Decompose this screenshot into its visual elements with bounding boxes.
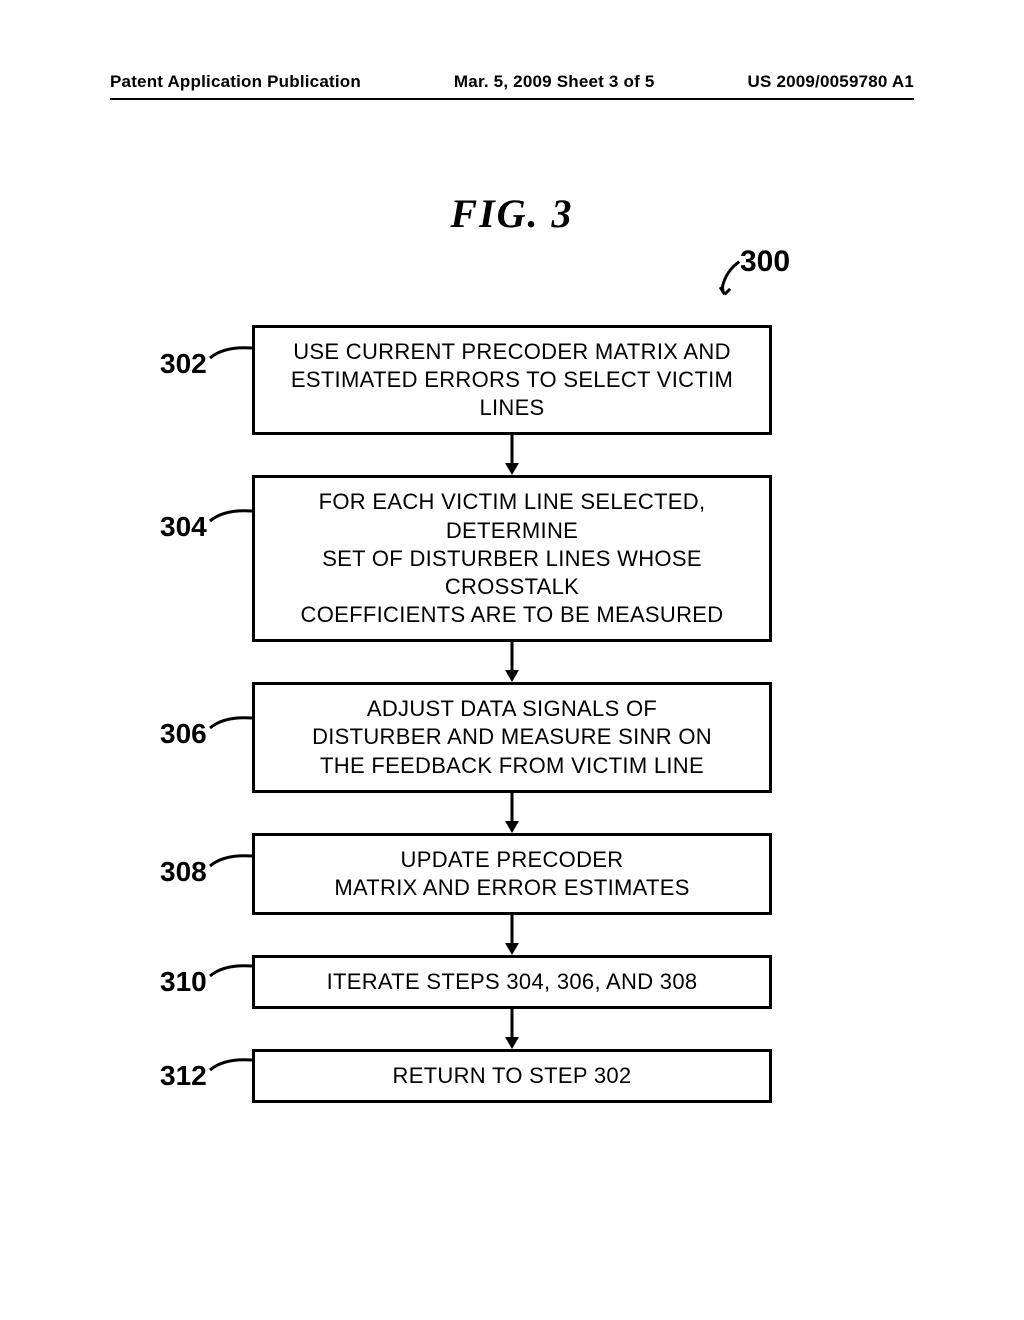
page: Patent Application Publication Mar. 5, 2… <box>0 0 1024 1320</box>
page-header: Patent Application Publication Mar. 5, 2… <box>110 72 914 92</box>
leader-line <box>208 850 258 876</box>
header-center: Mar. 5, 2009 Sheet 3 of 5 <box>454 72 655 92</box>
flow-box: ADJUST DATA SIGNALS OFDISTURBER AND MEAS… <box>252 682 772 792</box>
step-ref: 306 <box>160 718 207 750</box>
header-right: US 2009/0059780 A1 <box>748 72 915 92</box>
flow-arrow <box>0 435 1024 475</box>
step-ref: 302 <box>160 348 207 380</box>
step-ref: 310 <box>160 966 207 998</box>
flow-step: ITERATE STEPS 304, 306, AND 308 310 <box>0 955 1024 1009</box>
step-ref: 312 <box>160 1060 207 1092</box>
flow-box: UPDATE PRECODERMATRIX AND ERROR ESTIMATE… <box>252 833 772 915</box>
figure-title: FIG. 3 <box>0 190 1024 237</box>
step-ref: 304 <box>160 511 207 543</box>
flow-arrow <box>0 642 1024 682</box>
flow-box: ITERATE STEPS 304, 306, AND 308 <box>252 955 772 1009</box>
flow-arrow <box>0 1009 1024 1049</box>
flow-box: USE CURRENT PRECODER MATRIX ANDESTIMATED… <box>252 325 772 435</box>
flow-step: RETURN TO STEP 302 312 <box>0 1049 1024 1103</box>
header-left: Patent Application Publication <box>110 72 361 92</box>
flow-box: FOR EACH VICTIM LINE SELECTED, DETERMINE… <box>252 475 772 642</box>
flow-arrow <box>0 915 1024 955</box>
flowchart: USE CURRENT PRECODER MATRIX ANDESTIMATED… <box>0 325 1024 1103</box>
flow-step: UPDATE PRECODERMATRIX AND ERROR ESTIMATE… <box>0 833 1024 915</box>
leader-line <box>208 1054 258 1080</box>
header-rule <box>110 98 914 100</box>
flow-box: RETURN TO STEP 302 <box>252 1049 772 1103</box>
figure-ref-300: 300 <box>740 245 790 279</box>
leader-line <box>208 712 258 738</box>
flow-arrow <box>0 793 1024 833</box>
leader-line <box>208 505 258 531</box>
flow-step: USE CURRENT PRECODER MATRIX ANDESTIMATED… <box>0 325 1024 435</box>
figure-label: FIG. 3 <box>450 191 573 236</box>
flow-step: ADJUST DATA SIGNALS OFDISTURBER AND MEAS… <box>0 682 1024 792</box>
leader-line <box>208 960 258 986</box>
flow-step: FOR EACH VICTIM LINE SELECTED, DETERMINE… <box>0 475 1024 642</box>
step-ref: 308 <box>160 856 207 888</box>
leader-line <box>208 342 258 368</box>
